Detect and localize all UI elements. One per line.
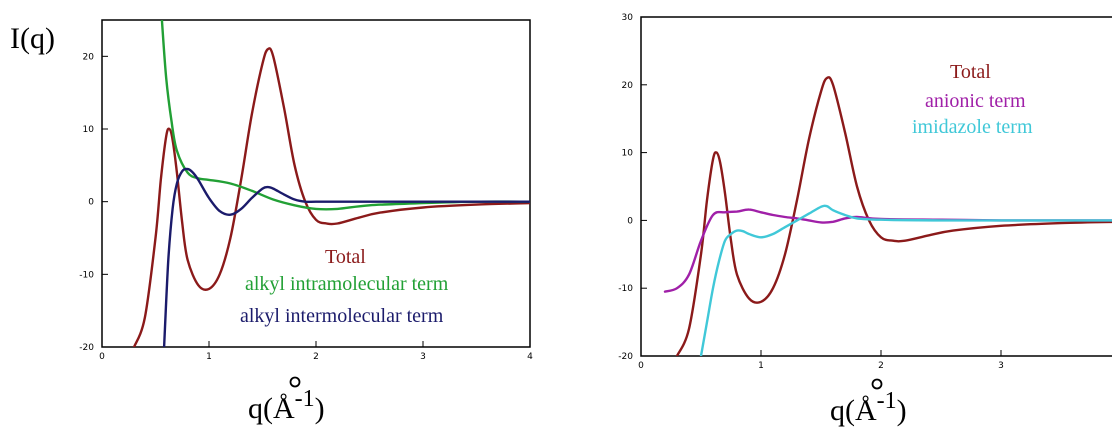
right-legend-anionic: anionic term bbox=[925, 90, 1026, 112]
right-x-tick-label: 2 bbox=[878, 361, 884, 371]
right-y-tick-label: -20 bbox=[618, 352, 633, 362]
left-y-axis-label: I(q) bbox=[10, 22, 55, 55]
left-series-alkyl-intermolecular-term bbox=[162, 167, 530, 347]
left-x-tick-label: 1 bbox=[206, 352, 212, 362]
right-chart: 30 20 10 0 -10 -20 0 1 2 3 q(Å-1) Total anionic … bbox=[618, 13, 1112, 427]
right-y-tick-label: 0 bbox=[627, 216, 633, 226]
right-x-axis-label: q(Å-1) bbox=[830, 388, 907, 427]
right-y-tick-label: 20 bbox=[622, 81, 634, 91]
left-series-alkyl-intramolecular-term bbox=[160, 20, 530, 211]
left-x-axis-label-base: q(Å bbox=[248, 392, 295, 425]
left-x-tick-label: 4 bbox=[527, 352, 533, 362]
left-legend-intramolecular: alkyl intramolecular term bbox=[245, 273, 449, 295]
right-series-total bbox=[675, 76, 1112, 356]
left-legend-intermolecular: alkyl intermolecular term bbox=[240, 305, 444, 327]
left-y-tick-label: 10 bbox=[83, 125, 95, 135]
left-x-tick-label: 3 bbox=[420, 352, 426, 362]
left-legend-total: Total bbox=[325, 246, 366, 268]
right-angstrom-ring bbox=[871, 378, 883, 390]
left-y-tick-label: 0 bbox=[88, 198, 94, 208]
right-x-axis-label-exp: -1 bbox=[877, 388, 897, 414]
right-y-tick-label: 30 bbox=[622, 13, 634, 23]
left-y-tick-label: -10 bbox=[79, 270, 94, 280]
left-series-total bbox=[132, 47, 530, 347]
right-x-tick-label: 3 bbox=[998, 361, 1004, 371]
right-series-imidazole-term bbox=[699, 204, 1112, 356]
right-legend: Total anionic term imidazole term bbox=[912, 61, 1033, 138]
right-legend-total: Total bbox=[950, 61, 991, 83]
right-x-tick-label: 0 bbox=[638, 361, 644, 371]
left-y-tick-label: -20 bbox=[79, 343, 94, 353]
right-y-tick-label: -10 bbox=[618, 284, 633, 294]
right-plot-frame bbox=[640, 16, 1112, 357]
right-x-axis-label-base: q(Å bbox=[830, 394, 877, 427]
left-x-tick-label: 0 bbox=[99, 352, 105, 362]
right-x-tick-label: 1 bbox=[758, 361, 764, 371]
left-chart: 20 10 0 -10 -20 0 1 2 3 4 I(q) q(Å-1) Total alky… bbox=[10, 19, 533, 425]
left-y-tick-label: 20 bbox=[83, 52, 95, 62]
left-x-axis-label-close: ) bbox=[315, 392, 325, 425]
left-legend: Total alkyl intramolecular term alkyl in… bbox=[240, 246, 449, 327]
right-y-tick-label: 10 bbox=[622, 149, 634, 159]
right-x-axis-label-close: ) bbox=[897, 394, 907, 427]
left-x-axis-label-exp: -1 bbox=[295, 386, 315, 412]
left-x-axis-label: q(Å-1) bbox=[248, 386, 325, 425]
right-legend-imidazole: imidazole term bbox=[912, 116, 1033, 138]
left-x-tick-label: 2 bbox=[313, 352, 319, 362]
left-angstrom-ring bbox=[289, 376, 301, 388]
